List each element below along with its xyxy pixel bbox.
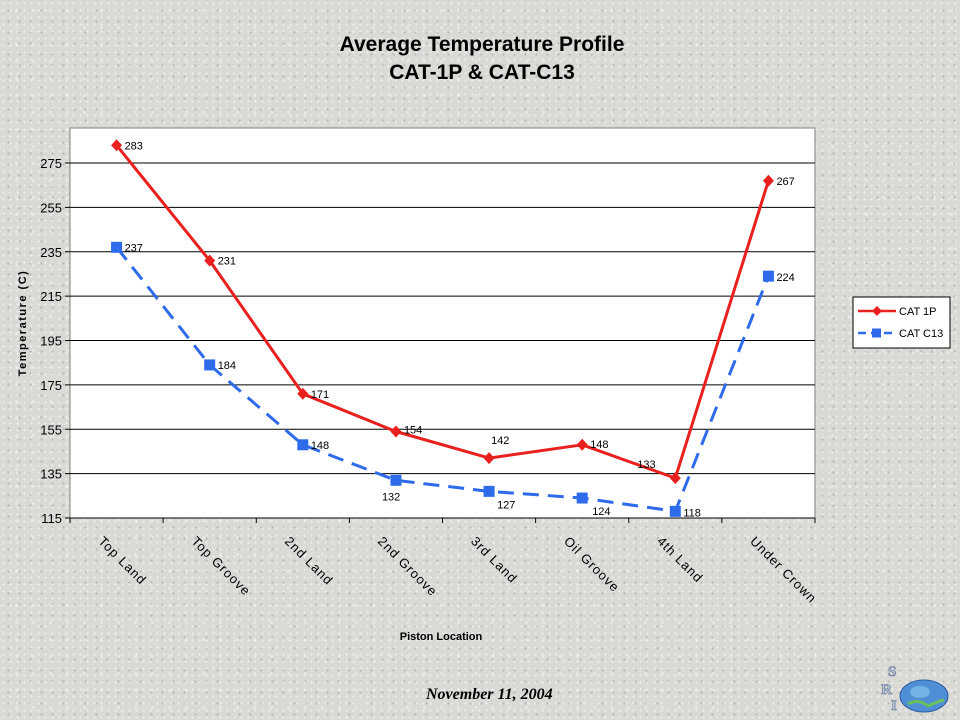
chart-title-line-2: CAT-1P & CAT-C13 xyxy=(389,61,575,84)
data-label: 224 xyxy=(776,272,794,284)
x-tick-label: 4th Land xyxy=(654,534,706,586)
data-label: 133 xyxy=(637,459,655,471)
data-label: 237 xyxy=(125,242,143,254)
data-label: 267 xyxy=(776,176,794,188)
data-point-diamond xyxy=(390,425,402,438)
x-tick-label: 3rd Land xyxy=(468,534,521,587)
data-point-diamond xyxy=(297,387,309,400)
data-label: 124 xyxy=(592,506,610,518)
legend-label: CAT C13 xyxy=(899,328,943,340)
legend: CAT 1P CAT C13 xyxy=(852,296,951,349)
gridlines xyxy=(70,162,815,519)
data-point-square xyxy=(204,359,216,371)
legend-box xyxy=(852,296,951,349)
sri-logo: S R I xyxy=(881,664,949,714)
data-point-diamond xyxy=(204,254,216,267)
x-tick-label: Top Land xyxy=(95,534,149,588)
data-label: 148 xyxy=(590,439,608,451)
x-axis-ticks: Top Land Top Groove 2nd Land 2nd Groove 3rd … xyxy=(69,518,820,607)
y-tick-label: 135 xyxy=(40,467,62,482)
series-line-1 xyxy=(115,246,770,513)
data-point-diamond xyxy=(483,452,495,465)
data-point-square xyxy=(669,505,681,517)
data-label: 184 xyxy=(218,360,236,372)
data-point-square xyxy=(762,270,774,282)
data-point-diamond xyxy=(762,174,774,187)
y-tick-label: 275 xyxy=(40,156,62,171)
y-axis-title: Temperature (C) xyxy=(17,270,29,377)
data-label: 118 xyxy=(683,507,701,519)
x-tick-label: 2nd Land xyxy=(282,534,337,589)
y-tick-label: 115 xyxy=(41,511,62,526)
data-point-square xyxy=(297,439,309,451)
x-tick-label: Top Groove xyxy=(189,534,254,599)
y-tick-label: 155 xyxy=(40,422,62,437)
data-label: 132 xyxy=(382,491,400,503)
data-point-square xyxy=(576,492,588,504)
data-label: 127 xyxy=(497,499,515,511)
legend-items: CAT 1P CAT C13 xyxy=(858,306,943,340)
data-point-diamond xyxy=(576,438,588,451)
data-label: 171 xyxy=(311,389,329,401)
y-tick-label: 195 xyxy=(40,334,62,349)
data-label: 148 xyxy=(311,440,329,452)
data-point-square xyxy=(390,474,402,486)
plot-area xyxy=(69,127,816,519)
legend-marker-square xyxy=(872,328,881,338)
legend-marker-diamond xyxy=(872,306,882,316)
data-point-diamond xyxy=(111,139,123,152)
x-tick-label: Under Crown xyxy=(747,534,820,607)
x-tick-label: Oil Groove xyxy=(561,534,623,596)
data-label: 142 xyxy=(491,435,509,447)
data-point-diamond xyxy=(669,472,681,485)
series-layer: 283 231 171 154 142 148 133 267 237 184 148 132 127 1… xyxy=(111,139,795,519)
y-axis-ticks: 115 135 155 175 195 215 235 255 275 xyxy=(40,156,70,526)
chart-title-line-1: Average Temperature Profile xyxy=(340,33,625,56)
data-label: 231 xyxy=(218,256,236,268)
svg-text:S: S xyxy=(888,664,896,680)
x-tick-label: 2nd Groove xyxy=(375,534,441,600)
footer-date: November 11, 2004 xyxy=(426,686,553,703)
y-tick-label: 215 xyxy=(40,289,62,304)
data-label: 154 xyxy=(404,424,422,436)
series-line-0 xyxy=(115,144,770,480)
legend-label: CAT 1P xyxy=(899,306,937,318)
svg-text:I: I xyxy=(891,698,897,714)
x-axis-title: Piston Location xyxy=(400,631,483,643)
data-point-square xyxy=(483,485,495,497)
y-tick-label: 255 xyxy=(40,200,62,215)
data-label: 283 xyxy=(125,140,143,152)
y-tick-label: 175 xyxy=(40,378,62,393)
y-tick-label: 235 xyxy=(40,245,62,260)
data-point-square xyxy=(111,241,123,253)
svg-text:R: R xyxy=(881,682,892,698)
